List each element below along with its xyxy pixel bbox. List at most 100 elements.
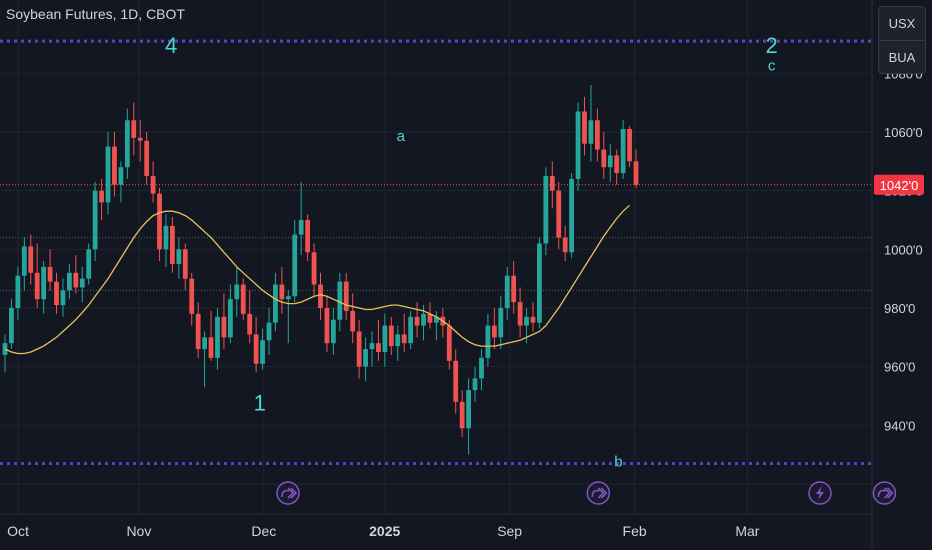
candle-body xyxy=(369,343,375,350)
time-axis-label: Oct xyxy=(7,523,29,539)
candle-body xyxy=(363,349,368,367)
wave-label: a xyxy=(397,128,406,145)
candle-body xyxy=(260,340,265,364)
candle-body xyxy=(433,316,439,323)
fast-forward-icon xyxy=(287,487,298,499)
candle-body xyxy=(485,325,491,358)
candle-body xyxy=(337,281,343,320)
candle-body xyxy=(459,401,465,429)
candle-body xyxy=(421,313,426,326)
candle-body xyxy=(537,243,542,323)
candle-body xyxy=(549,176,555,191)
candle-body xyxy=(318,284,323,308)
candle-body xyxy=(170,225,175,264)
candle-body xyxy=(356,331,362,367)
last-price-label: 1042'0 xyxy=(880,178,919,193)
candle-body xyxy=(247,313,253,335)
chart-title: Soybean Futures, 1D, CBOT xyxy=(6,6,185,22)
candle-body xyxy=(92,190,98,250)
time-axis-label: Nov xyxy=(126,523,151,539)
candle-body xyxy=(588,120,594,144)
candle-body xyxy=(86,249,92,279)
fast-forward-icon xyxy=(883,487,894,499)
candle-body xyxy=(157,193,162,250)
candle-body xyxy=(41,266,47,300)
candle-body xyxy=(215,316,220,358)
candle-body xyxy=(99,190,104,203)
candle-body xyxy=(227,299,233,338)
candle-body xyxy=(388,325,394,347)
candle-body xyxy=(21,246,27,276)
candle-body xyxy=(498,308,504,338)
candle-body xyxy=(137,137,143,141)
candle-body xyxy=(607,155,613,168)
fast-forward-icon xyxy=(281,489,290,498)
candle-body xyxy=(524,316,529,326)
candle-body xyxy=(511,275,517,303)
candle-body xyxy=(9,308,14,344)
candle-body xyxy=(73,272,79,288)
fast-forward-event-icon[interactable] xyxy=(586,481,611,505)
candle-body xyxy=(66,272,72,291)
candle-body xyxy=(569,178,575,253)
candle-body xyxy=(330,319,336,344)
price-axis-label: 1000'0 xyxy=(884,242,923,257)
candle-body xyxy=(466,390,471,429)
candle-body xyxy=(446,325,452,361)
candle-body xyxy=(562,237,568,253)
time-axis-label: Mar xyxy=(735,523,759,539)
candle-body xyxy=(491,325,497,338)
symbol-switcher: USX BUA xyxy=(878,6,926,74)
candle-body xyxy=(221,316,227,338)
wave-label: b xyxy=(614,453,622,470)
candle-body xyxy=(202,337,208,350)
candle-body xyxy=(47,266,53,282)
candle-body xyxy=(208,337,214,358)
candle-body xyxy=(343,281,349,311)
candle-body xyxy=(234,284,240,300)
candle-body xyxy=(594,120,600,150)
candle-body xyxy=(311,252,317,285)
wave-label: c xyxy=(768,57,776,74)
symbol-button-usx[interactable]: USX xyxy=(879,7,925,41)
candle-body xyxy=(401,334,407,344)
candle-body xyxy=(105,146,111,203)
candle-body xyxy=(279,284,285,300)
candle-body xyxy=(253,334,259,364)
candle-body xyxy=(240,284,246,314)
candle-body xyxy=(150,176,156,194)
candle-body xyxy=(176,249,182,264)
candle-body xyxy=(79,278,85,288)
candle-body xyxy=(582,111,587,144)
candle-body xyxy=(285,296,291,300)
candle-body xyxy=(163,225,169,250)
candle-body xyxy=(305,220,311,253)
price-axis-label: 960'0 xyxy=(884,360,915,375)
candle-body xyxy=(324,308,330,344)
price-axis-label: 940'0 xyxy=(884,418,915,433)
candle-body xyxy=(395,334,401,347)
candle-body xyxy=(376,343,381,352)
wave-label: 4 xyxy=(165,33,177,58)
candle-body xyxy=(530,316,536,323)
symbol-button-bua[interactable]: BUA xyxy=(888,50,916,65)
candle-body xyxy=(453,360,459,402)
time-axis-label: Sep xyxy=(497,523,522,539)
candle-body xyxy=(575,111,581,179)
candle-body xyxy=(34,272,40,300)
candle-body xyxy=(556,190,562,238)
candle-body xyxy=(124,120,130,168)
candle-body xyxy=(118,167,124,185)
candle-body xyxy=(620,129,626,174)
candle-body xyxy=(144,140,150,176)
fast-forward-icon xyxy=(877,489,886,498)
candle-body xyxy=(543,176,549,244)
fast-forward-event-icon[interactable] xyxy=(872,481,897,505)
candle-body xyxy=(414,316,420,326)
fast-forward-icon xyxy=(597,487,608,499)
fast-forward-event-icon[interactable] xyxy=(276,481,300,505)
candle-body xyxy=(408,316,414,344)
last-price-tag xyxy=(874,174,924,195)
